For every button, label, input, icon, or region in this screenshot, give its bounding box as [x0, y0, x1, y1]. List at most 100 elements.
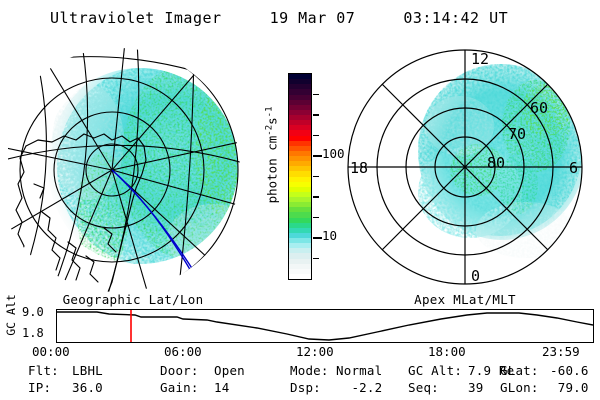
altitude-trace-svg — [57, 310, 593, 342]
colorbar-band-4 — [289, 94, 311, 100]
colorbar-band-33 — [289, 243, 311, 249]
colorbar-band-6 — [289, 104, 311, 110]
mlt-label-12: 12 — [471, 50, 489, 68]
mlat-label-80: 80 — [487, 154, 505, 172]
colorbar-band-28 — [289, 217, 311, 223]
colorbar-band-19 — [289, 171, 311, 177]
footer-label-r1-c4: GLon: — [500, 380, 539, 395]
magnetic-emission-data — [418, 64, 582, 258]
altitude-trace-line — [57, 312, 593, 340]
colorbar-band-38 — [289, 268, 311, 274]
status-footer: Flt: LBHL Door: Open Mode: Normal GC Alt: 7.9 R… — [0, 363, 600, 399]
footer-value-r0-c1: Open — [214, 363, 245, 378]
colorbar-band-18 — [289, 166, 311, 172]
colorbar-band-22 — [289, 186, 311, 192]
altitude-xtick-4: 23:59 — [542, 344, 580, 359]
colorbar-major-tick-1 — [313, 237, 322, 239]
magnetic-polar-grid — [347, 49, 583, 285]
footer-value-r0-c2: Normal — [336, 363, 383, 378]
colorbar-unit-exp1: -2 — [264, 124, 275, 136]
altitude-xtick-2: 12:00 — [296, 344, 334, 359]
colorbar-label-10: 10 — [322, 228, 338, 243]
colorbar-band-23 — [289, 191, 311, 197]
footer-label-r0-c0: Flt: — [28, 363, 59, 378]
colorbar-band-15 — [289, 150, 311, 156]
colorbar-band-11 — [289, 130, 311, 136]
altitude-xtick-1: 06:00 — [164, 344, 202, 359]
altitude-plot-box[interactable] — [56, 309, 594, 343]
colorbar-band-7 — [289, 109, 311, 115]
magnetic-plot-caption: Apex MLat/MLT — [414, 292, 516, 307]
footer-value-r1-c0: 36.0 — [72, 380, 103, 395]
footer-value-r0-c4: -60.6 — [550, 363, 589, 378]
colorbar-band-8 — [289, 115, 311, 121]
colorbar-band-17 — [289, 161, 311, 167]
altitude-ytick-min: 1.8 — [22, 326, 44, 340]
colorbar-unit-main: photon cm — [264, 135, 280, 204]
colorbar-band-34 — [289, 248, 311, 254]
colorbar-band-3 — [289, 89, 311, 95]
colorbar: photon cm-2s-1 100 10 — [248, 60, 345, 295]
colorbar-unit-exp2: -1 — [264, 106, 275, 118]
mlt-label-6: 6 — [569, 159, 578, 177]
colorbar-band-32 — [289, 238, 311, 244]
colorbar-band-16 — [289, 156, 311, 162]
colorbar-band-30 — [289, 227, 311, 233]
colorbar-minor-tick-1 — [313, 93, 319, 95]
colorbar-band-24 — [289, 197, 311, 203]
colorbar-band-21 — [289, 181, 311, 187]
altitude-ytick-max: 9.0 — [22, 305, 44, 319]
colorbar-band-35 — [289, 253, 311, 259]
footer-value-r1-c2: -2.2 — [336, 380, 383, 395]
colorbar-label-100: 100 — [322, 146, 345, 161]
colorbar-band-27 — [289, 212, 311, 218]
colorbar-band-9 — [289, 120, 311, 126]
colorbar-minor-tick-6 — [313, 196, 319, 198]
colorbar-band-39 — [289, 273, 311, 279]
colorbar-band-14 — [289, 145, 311, 151]
colorbar-band-29 — [289, 222, 311, 228]
colorbar-minor-tick-5 — [313, 175, 319, 177]
footer-label-r0-c4: GLat: — [500, 363, 539, 378]
altitude-timeseries[interactable]: GC Alt 9.0 1.8 00:00 06:00 12:00 18:00 2… — [0, 294, 600, 359]
magnetic-plot-svg: 12 18 6 0 60 70 80 — [347, 49, 583, 285]
footer-label-r0-c3: GC Alt: — [408, 363, 463, 378]
colorbar-band-13 — [289, 140, 311, 146]
colorbar-minor-tick-2 — [313, 114, 319, 116]
colorbar-band-10 — [289, 125, 311, 131]
geographic-plot-svg — [8, 48, 240, 292]
footer-value-r0-c0: LBHL — [72, 363, 103, 378]
geographic-plot-caption: Geographic Lat/Lon — [62, 292, 204, 307]
colorbar-band-36 — [289, 258, 311, 264]
footer-label-r1-c1: Gain: — [160, 380, 199, 395]
colorbar-band-0 — [289, 74, 311, 80]
geographic-emission-data — [48, 68, 238, 264]
footer-value-r1-c4: 79.0 — [550, 380, 589, 395]
observation-date: 19 Mar 07 — [269, 9, 356, 27]
colorbar-major-tick-0 — [313, 155, 322, 157]
header-bar: Ultraviolet Imager 19 Mar 07 03:14:42 UT — [0, 6, 600, 30]
colorbar-band-12 — [289, 135, 311, 141]
geographic-graticule — [8, 48, 240, 292]
altitude-axis-label: GC Alt — [4, 294, 18, 336]
colorbar-band-25 — [289, 202, 311, 208]
mlat-label-70: 70 — [508, 125, 526, 143]
footer-label-r0-c1: Door: — [160, 363, 199, 378]
geographic-plot-panel[interactable] — [8, 42, 258, 292]
altitude-xtick-0: 00:00 — [32, 344, 70, 359]
colorbar-gradient-box[interactable] — [288, 73, 312, 280]
observation-time: 03:14:42 UT — [403, 9, 509, 27]
magnetic-plot-panel[interactable]: 12 18 6 0 60 70 80 — [340, 42, 590, 292]
footer-value-r1-c3: 39 — [468, 380, 484, 395]
footer-value-r0-c3: 7.9 Re — [468, 363, 515, 378]
altitude-xtick-3: 18:00 — [428, 344, 466, 359]
colorbar-unit-mid: s — [264, 117, 280, 125]
colorbar-band-26 — [289, 207, 311, 213]
colorbar-band-2 — [289, 84, 311, 90]
instrument-title: Ultraviolet Imager — [50, 9, 222, 27]
footer-label-r1-c2: Dsp: — [290, 380, 321, 395]
footer-value-r1-c1: 14 — [214, 380, 230, 395]
mlt-label-0: 0 — [471, 267, 480, 285]
colorbar-band-31 — [289, 232, 311, 238]
